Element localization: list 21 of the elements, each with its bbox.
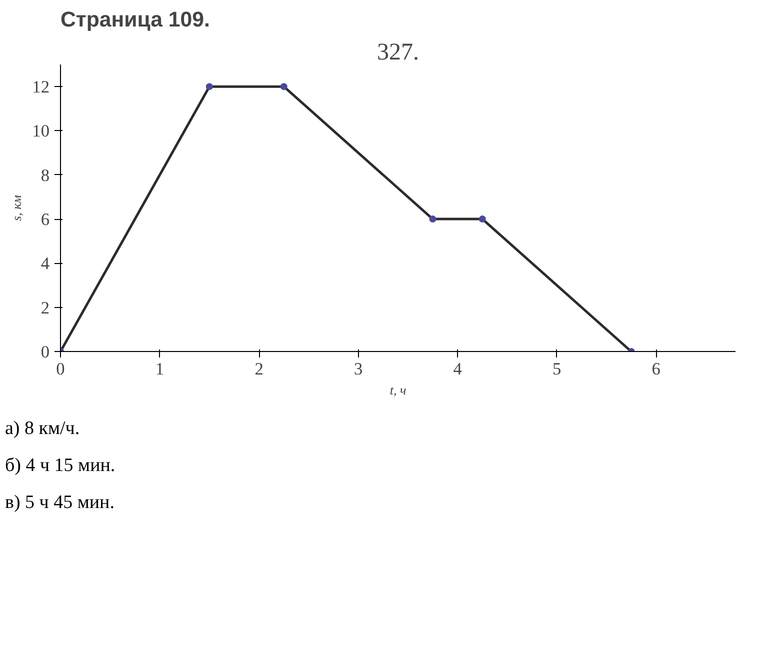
x-axis-title: t, ч: [390, 382, 406, 398]
text: в) 5 ч 45 мин.: [5, 491, 116, 516]
y-tick-label: 0: [40, 342, 50, 362]
y-axis-title: s, км: [9, 195, 24, 221]
x-tick-label: 1: [155, 360, 164, 378]
text: а) 8 км/ч.: [5, 417, 81, 441]
y-tick-label: 10: [32, 122, 50, 141]
y-tick-label: 12: [32, 78, 50, 97]
y-tick-label: 2: [40, 298, 50, 318]
y-tick-label: 4: [40, 254, 50, 274]
y-tick-label: 8: [40, 166, 50, 185]
chart-title: 327.: [377, 40, 419, 66]
x-tick-label: 0: [56, 360, 65, 378]
x-tick-label: 2: [254, 360, 264, 378]
y-tick-label: 6: [40, 210, 50, 230]
x-tick-label: 4: [453, 360, 462, 378]
x-tick-label: 6: [652, 360, 661, 378]
x-tick-label: 5: [552, 360, 562, 378]
chart-subtitle: Страница 109.: [60, 8, 210, 32]
x-tick-label: 3: [354, 360, 363, 378]
text: б) 4 ч 15 мин.: [5, 454, 116, 478]
